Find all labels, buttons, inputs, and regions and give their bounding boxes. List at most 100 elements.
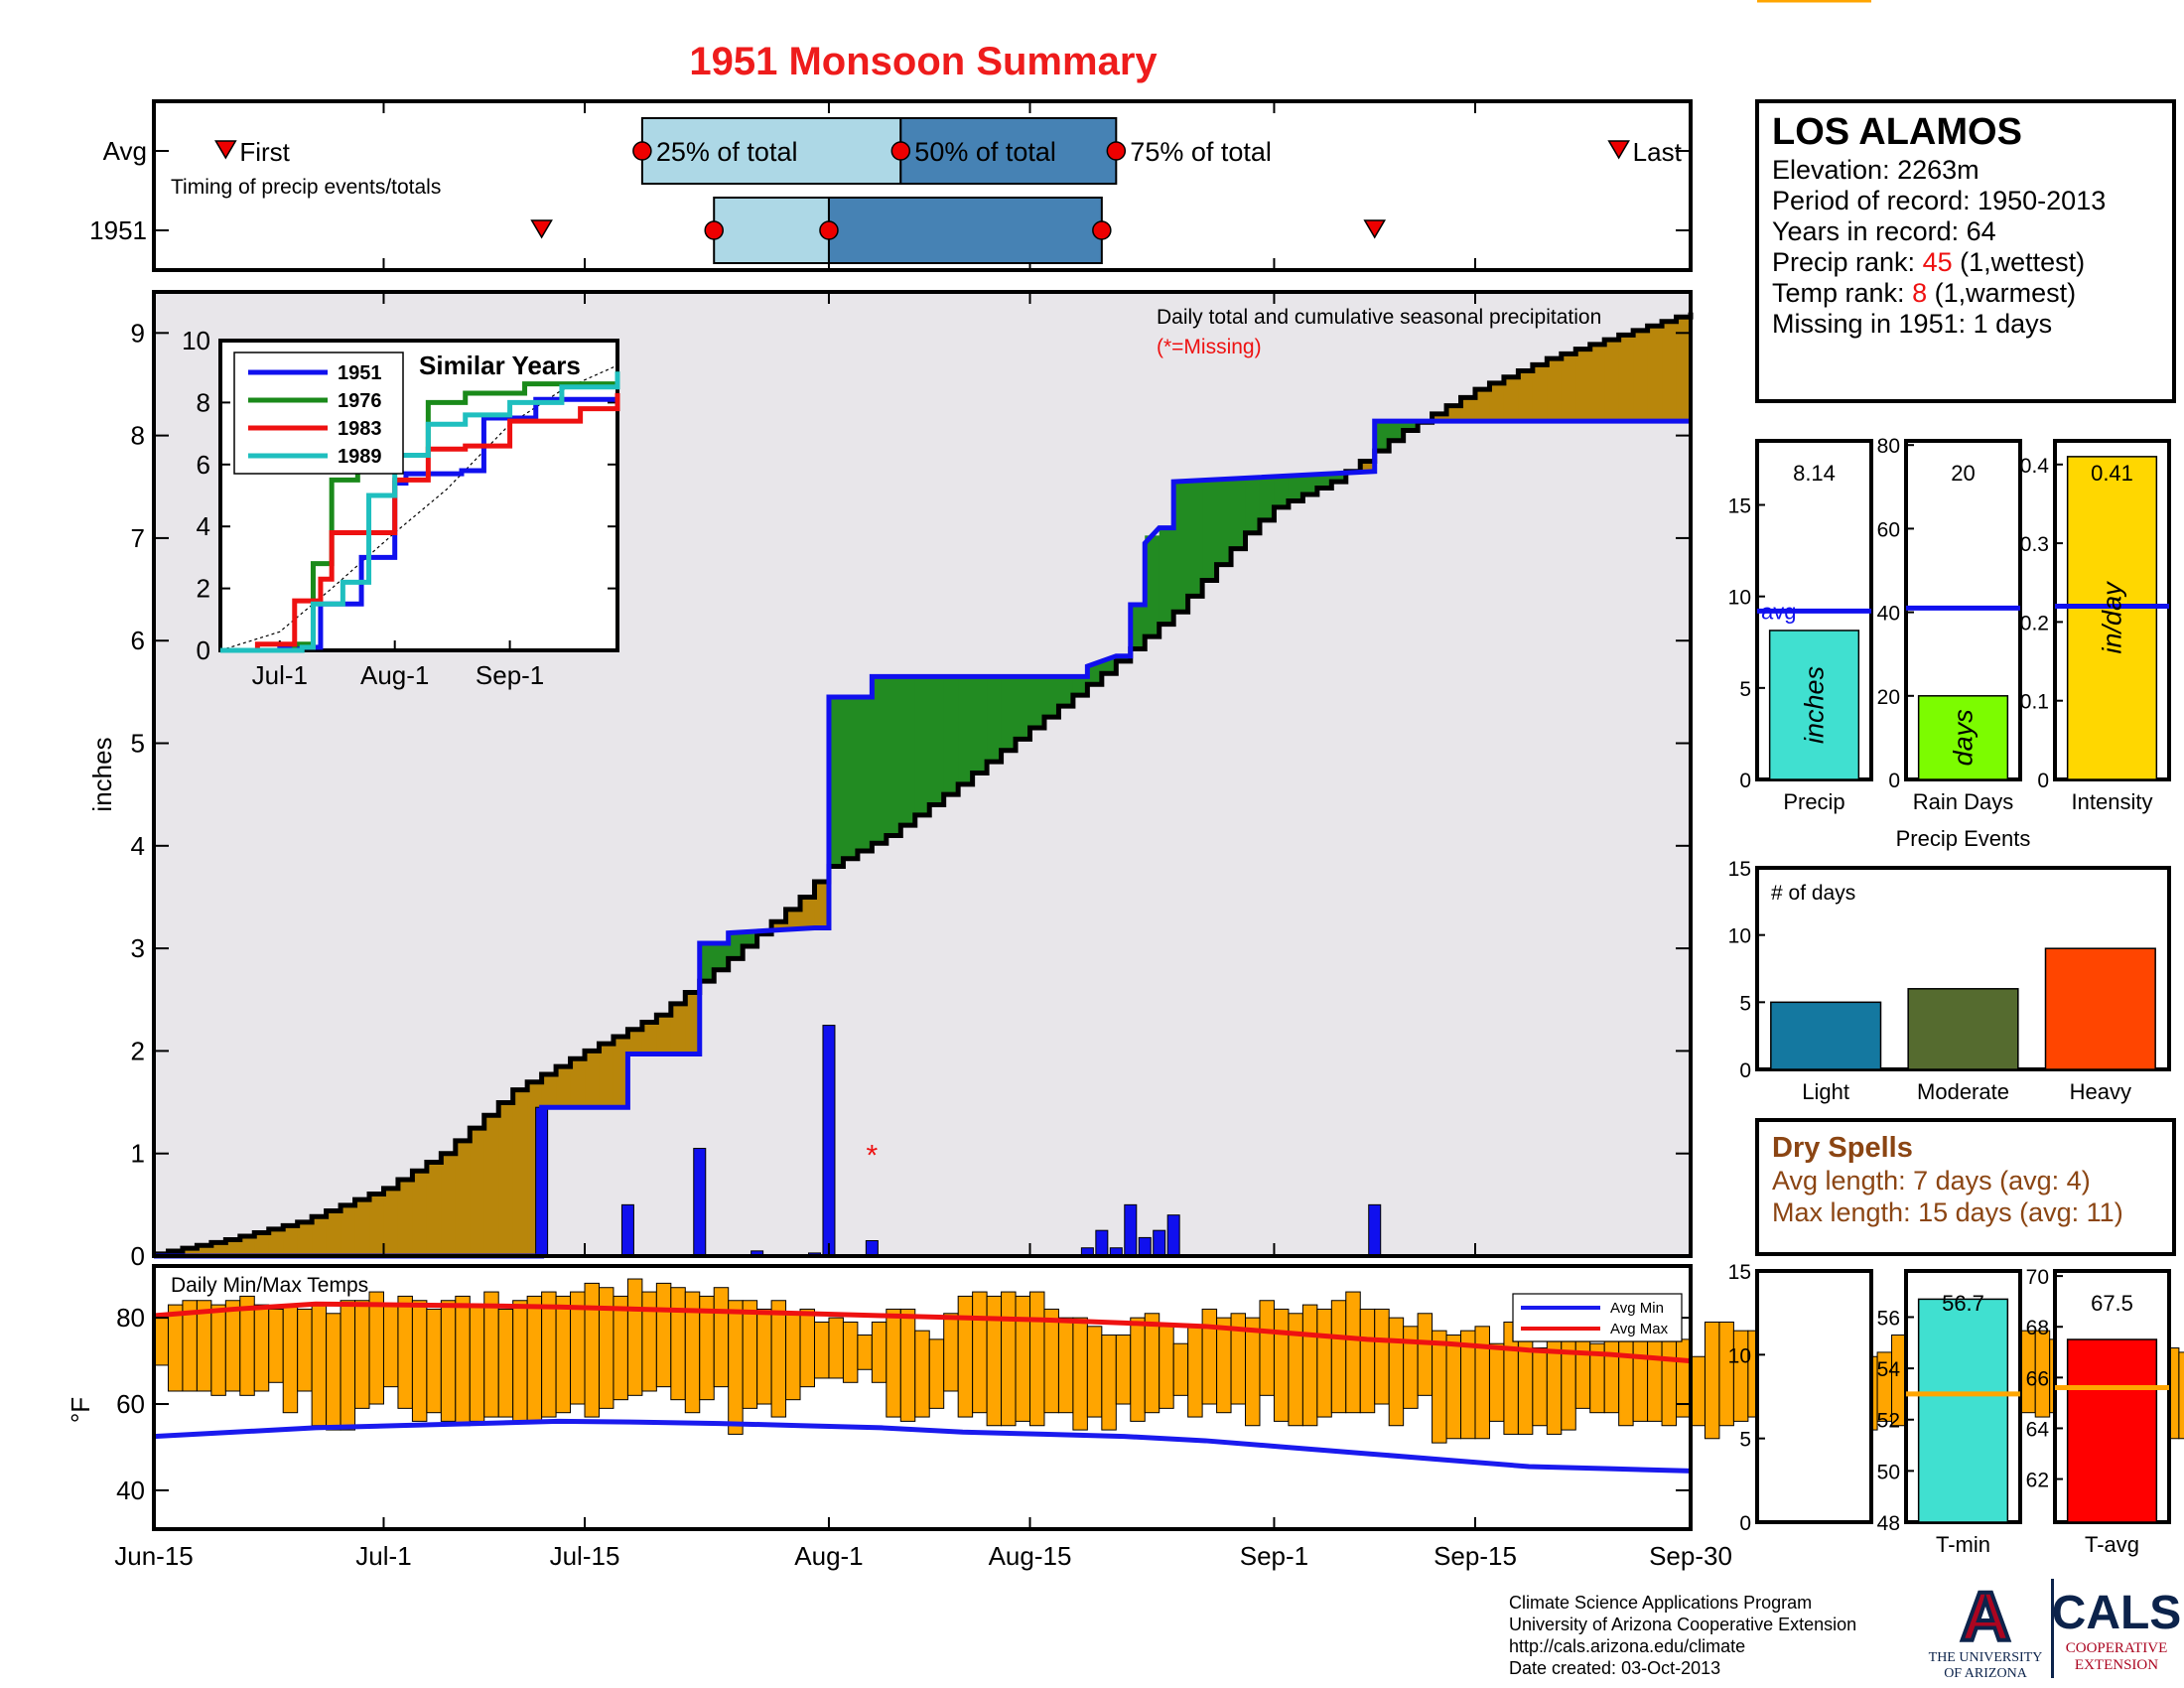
precip-events-chart: Precip Events Light Moderate Heavy 0 5 10 15 # o… xyxy=(1728,826,2171,1104)
above-average-area xyxy=(728,932,744,959)
intensity-ytick-label: 0.4 xyxy=(2020,455,2050,478)
above-average-area xyxy=(714,942,730,970)
rain_days-unit-label: days xyxy=(1949,709,1979,766)
daily-temp-bar xyxy=(1172,1342,1189,1396)
daily-temp-bar xyxy=(613,1295,628,1401)
main-ytick-label: 3 xyxy=(131,933,145,963)
daily-temp-bar xyxy=(483,1291,499,1418)
above-average-area xyxy=(743,931,758,947)
below-average-area xyxy=(441,1153,457,1256)
below-average-area xyxy=(225,1239,241,1256)
below-average-area xyxy=(1604,340,1620,422)
avg-last-marker xyxy=(1607,140,1630,160)
daily-temp-bar xyxy=(2178,1351,2184,1440)
avg-max-line xyxy=(153,1301,1692,1364)
above-average-area xyxy=(943,676,959,795)
season_precip-ytick-label: 10 xyxy=(1728,587,1751,610)
below-average-area xyxy=(670,1003,686,1055)
station-name: LOS ALAMOS xyxy=(1772,111,2022,153)
main-ytick-label: 5 xyxy=(131,729,145,759)
daily-temp-bar xyxy=(253,1304,270,1392)
below-average-area xyxy=(1561,353,1576,422)
x-axis-date-label: Jun-15 xyxy=(114,1541,194,1571)
daily-temp-bar xyxy=(1216,1317,1232,1414)
small-bar-charts: 0 5 10 15 8.14 Precip inches avg 0 20 40 60 80 20 Rain… xyxy=(1728,0,2171,1557)
inset-legend-label: 1951 xyxy=(338,362,382,384)
daily-precip-bar xyxy=(693,1148,707,1257)
below-average-area xyxy=(455,1140,471,1256)
avg-percentile-marker-3 xyxy=(1106,141,1127,161)
above-average-area xyxy=(1173,481,1189,613)
above-average-area xyxy=(1072,676,1088,696)
tavg-value-label: 67.5 xyxy=(2091,1291,2133,1316)
footer-line-2: University of Arizona Cooperative Extens… xyxy=(1509,1615,1856,1634)
daily-temp-bar xyxy=(1301,1304,1318,1427)
daily-temp-bar xyxy=(871,1321,887,1383)
daily-temp-bar xyxy=(1676,1338,1692,1418)
above-average-area xyxy=(1302,475,1318,495)
year-box-25-50 xyxy=(713,197,830,264)
above-average-area xyxy=(900,676,916,826)
season_precip-ytick-label: 5 xyxy=(1739,678,1751,701)
x-axis-date-label: Jul-15 xyxy=(550,1541,620,1571)
below-average-area xyxy=(656,1015,672,1055)
daily-temp-bar xyxy=(641,1291,657,1392)
legend-avg-max: Avg Max xyxy=(1610,1321,1669,1337)
daily-temp-bar xyxy=(1159,1326,1174,1409)
tavg-ytick-label: 64 xyxy=(2026,1418,2050,1441)
daily-temp-bar xyxy=(354,1300,370,1409)
year-box-50-75 xyxy=(827,197,1103,264)
legend-avg-min: Avg Min xyxy=(1610,1300,1664,1317)
below-average-area xyxy=(1618,335,1634,422)
dry-spells-avg-length: Avg length: 7 days (avg: 4) xyxy=(1772,1166,2091,1196)
below-average-area xyxy=(197,1245,212,1256)
main-frame xyxy=(152,290,1693,1258)
ua-block-a-icon: A xyxy=(1961,1578,2011,1655)
above-average-area xyxy=(1231,478,1247,549)
below-average-area xyxy=(498,1102,514,1256)
above-average-area xyxy=(1259,477,1276,520)
below-average-area xyxy=(1662,321,1678,422)
precip_events-ytick-label: 5 xyxy=(1739,1429,1751,1452)
intensity-ytick-label: 0.1 xyxy=(2020,691,2049,714)
ua-logo-line-2: OF ARIZONA xyxy=(1944,1666,2028,1681)
above-average-area xyxy=(1087,663,1103,685)
daily-temp-bar xyxy=(311,1304,328,1427)
daily-temp-bar xyxy=(382,1304,399,1388)
temps-ytick-label: 80 xyxy=(116,1303,145,1333)
daily-temp-bar xyxy=(153,1317,169,1366)
year-percentile-marker-2 xyxy=(819,220,839,240)
inset-ytick-label: 0 xyxy=(197,635,210,665)
inset-ytick-label: 4 xyxy=(197,511,210,541)
below-average-area xyxy=(239,1235,255,1256)
below-average-area xyxy=(210,1242,226,1256)
dry-spells-title: Dry Spells xyxy=(1772,1132,1913,1164)
cals-line-1: COOPERATIVE xyxy=(2066,1640,2168,1656)
below-average-area xyxy=(585,1051,601,1108)
daily-temp-bar xyxy=(1330,1300,1347,1414)
daily-temp-bar xyxy=(1029,1291,1045,1427)
daily-temp-bar xyxy=(326,1313,341,1431)
above-average-area xyxy=(886,676,901,836)
avg-first-marker xyxy=(214,140,237,160)
precip-rank: Precip rank: 45 (1,wettest) xyxy=(1772,247,2085,277)
similar-year-line-1983 xyxy=(220,393,620,653)
inset-xtick-label: Jul-1 xyxy=(252,660,308,690)
below-average-area xyxy=(685,992,701,1055)
daily-temp-bar xyxy=(1001,1291,1017,1427)
precip_events-frame xyxy=(1755,1269,1873,1524)
tavg-ytick-label: 66 xyxy=(2026,1367,2049,1390)
rain_days-bar xyxy=(1917,695,2009,780)
below-average-area xyxy=(1360,461,1376,473)
missing-note: (*=Missing) xyxy=(1157,336,1262,358)
below-average-area xyxy=(1647,326,1663,422)
daily-temp-bar xyxy=(584,1282,600,1418)
daily-temp-bar xyxy=(1288,1313,1303,1427)
below-average-area xyxy=(613,1036,629,1108)
main-y-axis-label: inches xyxy=(87,737,117,811)
station-elevation: Elevation: 2263m xyxy=(1772,155,1979,185)
main-ytick-label: 1 xyxy=(131,1139,145,1169)
above-average-area xyxy=(872,676,887,844)
inset-title: Similar Years xyxy=(419,351,581,380)
